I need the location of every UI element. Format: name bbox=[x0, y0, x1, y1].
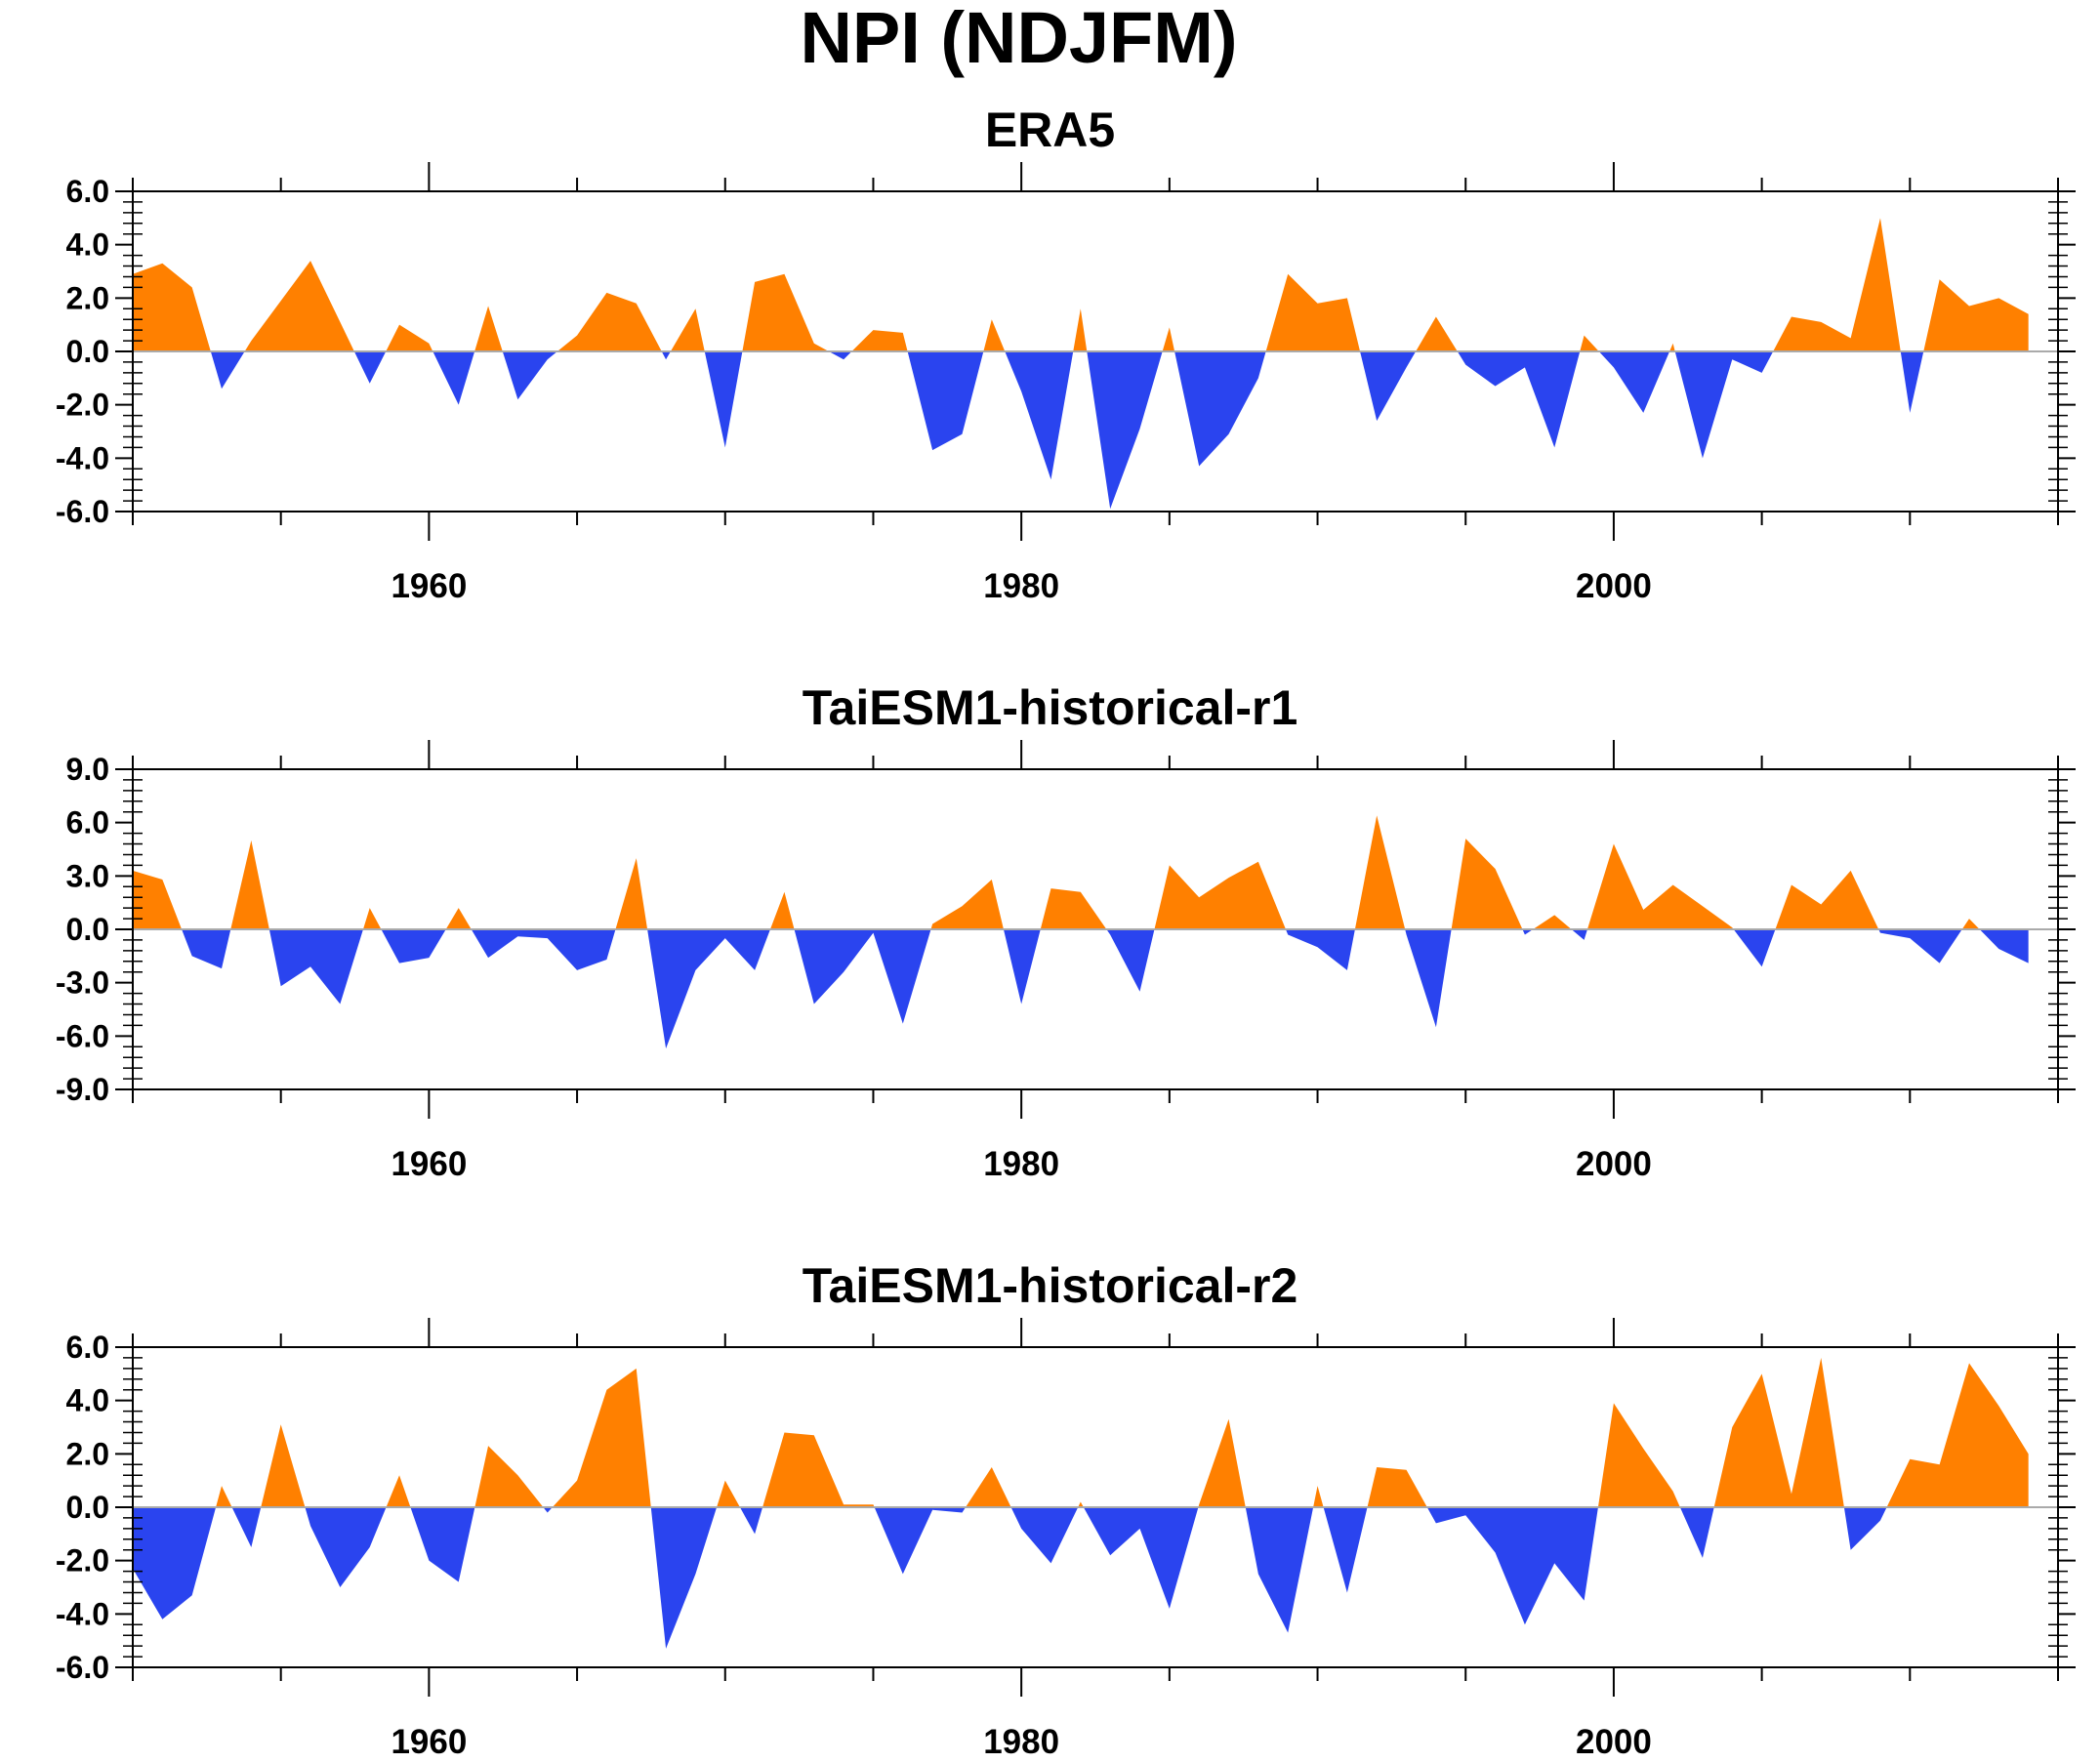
y-tick-label: 6.0 bbox=[66, 805, 109, 840]
positive-area bbox=[133, 815, 2029, 929]
panel-0: 6.0 4.0 2.0 0.0 -2.0 -4.0 -6.0 1960 1980 2000 bbox=[56, 162, 2076, 605]
y-tick-label: 4.0 bbox=[66, 227, 109, 263]
x-tick-label: 2000 bbox=[1576, 567, 1652, 605]
negative-area bbox=[133, 929, 2029, 1049]
panel-title-r2: TaiESM1-historical-r2 bbox=[802, 1258, 1298, 1313]
x-tick-label: 1960 bbox=[391, 567, 467, 605]
positive-area bbox=[133, 1357, 2029, 1507]
x-tick-label: 2000 bbox=[1576, 1723, 1652, 1761]
main-title: NPI (NDJFM) bbox=[800, 0, 1238, 78]
panel-1: 9.0 6.0 3.0 0.0 -3.0 -6.0 -9.0 1960 1980 2000 bbox=[56, 740, 2076, 1183]
y-tick-label: 6.0 bbox=[66, 1330, 109, 1365]
panel-2: 6.0 4.0 2.0 0.0 -2.0 -4.0 -6.0 1960 1980 2000 bbox=[56, 1318, 2076, 1761]
panel-title-r1: TaiESM1-historical-r1 bbox=[802, 680, 1298, 735]
y-tick-label: 6.0 bbox=[66, 174, 109, 209]
x-tick-label: 1980 bbox=[983, 1145, 1059, 1183]
y-tick-label: -6.0 bbox=[56, 1018, 109, 1053]
y-tick-label: -6.0 bbox=[56, 1650, 109, 1685]
y-tick-label: -2.0 bbox=[56, 1543, 109, 1578]
negative-area bbox=[133, 351, 2029, 510]
y-tick-label: -2.0 bbox=[56, 388, 109, 423]
y-tick-label: 0.0 bbox=[66, 912, 109, 947]
y-tick-label: -3.0 bbox=[56, 965, 109, 1001]
x-tick-label: 2000 bbox=[1576, 1145, 1652, 1183]
x-tick-label: 1980 bbox=[983, 567, 1059, 605]
x-tick-label: 1980 bbox=[983, 1723, 1059, 1761]
y-tick-label: 2.0 bbox=[66, 280, 109, 315]
y-tick-label: 4.0 bbox=[66, 1383, 109, 1418]
x-tick-label: 1960 bbox=[391, 1145, 467, 1183]
y-tick-label: -4.0 bbox=[56, 440, 109, 475]
y-tick-label: -6.0 bbox=[56, 494, 109, 529]
negative-area bbox=[133, 1507, 2029, 1649]
x-tick-label: 1960 bbox=[391, 1723, 467, 1761]
y-tick-label: -9.0 bbox=[56, 1072, 109, 1107]
y-tick-label: -4.0 bbox=[56, 1596, 109, 1631]
y-tick-label: 9.0 bbox=[66, 752, 109, 787]
panel-title-era5: ERA5 bbox=[984, 102, 1116, 157]
positive-area bbox=[133, 218, 2029, 351]
y-tick-label: 0.0 bbox=[66, 334, 109, 369]
y-tick-label: 0.0 bbox=[66, 1490, 109, 1525]
y-tick-label: 2.0 bbox=[66, 1436, 109, 1471]
y-tick-label: 3.0 bbox=[66, 858, 109, 893]
